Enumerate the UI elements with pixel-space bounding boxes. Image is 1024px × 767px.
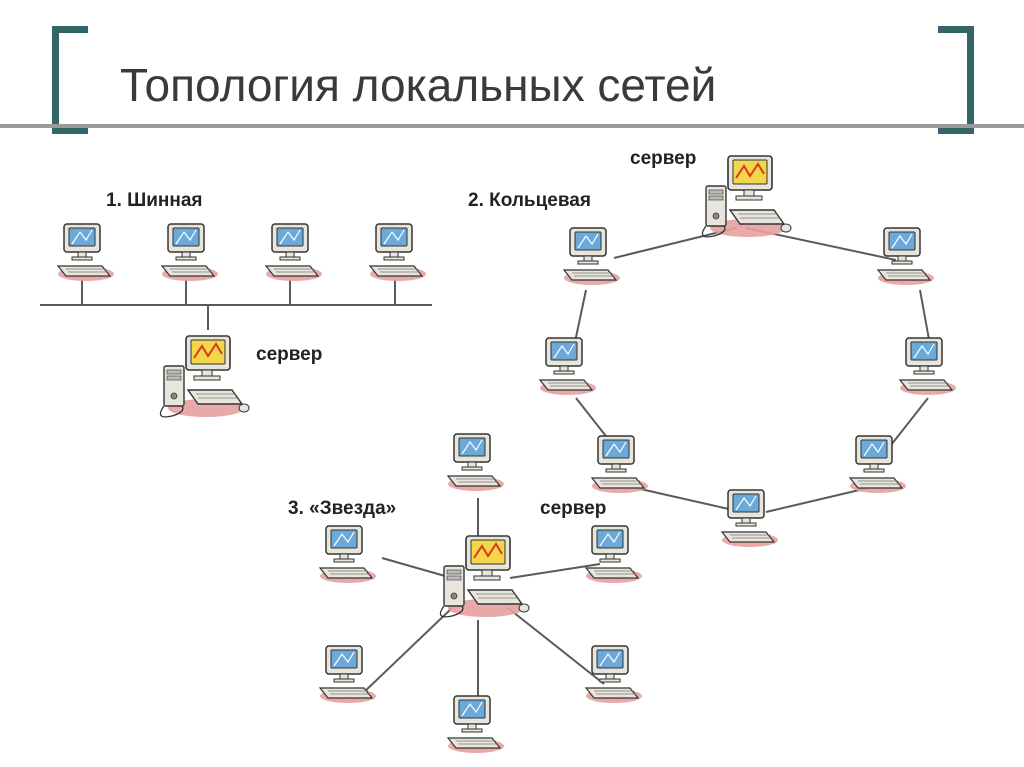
label-star-title: 3. «Звезда» xyxy=(288,498,396,520)
ring-pc-icon xyxy=(842,434,910,499)
slide-root: Топология локальных сетей 1. Шинная 2. К… xyxy=(0,0,1024,767)
star-pc-icon xyxy=(440,694,508,759)
label-server-bus: сервер xyxy=(256,344,322,366)
label-ring-title: 2. Кольцевая xyxy=(468,190,591,212)
bus-pc-icon xyxy=(50,222,118,287)
bus-pc-icon xyxy=(258,222,326,287)
star-topology-lines xyxy=(0,0,1024,767)
ring-pc-icon xyxy=(892,336,960,401)
star-pc-icon xyxy=(312,644,380,709)
star-pc-icon xyxy=(578,644,646,709)
bus-server-icon xyxy=(158,332,250,425)
bus-pc-icon xyxy=(362,222,430,287)
ring-server-icon xyxy=(700,152,792,245)
bracket-left-icon xyxy=(52,26,88,134)
ring-pc-icon xyxy=(556,226,624,291)
bus-main-line xyxy=(40,304,432,306)
ring-topology-lines xyxy=(0,0,1024,767)
title-underline xyxy=(0,124,1024,128)
star-pc-icon xyxy=(578,524,646,589)
label-server-star: сервер xyxy=(540,498,606,520)
bus-pc-icon xyxy=(154,222,222,287)
ring-pc-icon xyxy=(714,488,782,553)
ring-pc-icon xyxy=(532,336,600,401)
bus-drop-line xyxy=(207,305,209,330)
slide-title: Топология локальных сетей xyxy=(120,58,716,112)
label-server-ring: сервер xyxy=(630,148,696,170)
star-server-icon xyxy=(438,532,530,625)
star-pc-icon xyxy=(312,524,380,589)
ring-pc-icon xyxy=(584,434,652,499)
star-pc-icon xyxy=(440,432,508,497)
label-bus-title: 1. Шинная xyxy=(106,190,203,212)
bracket-right-icon xyxy=(938,26,974,134)
ring-pc-icon xyxy=(870,226,938,291)
